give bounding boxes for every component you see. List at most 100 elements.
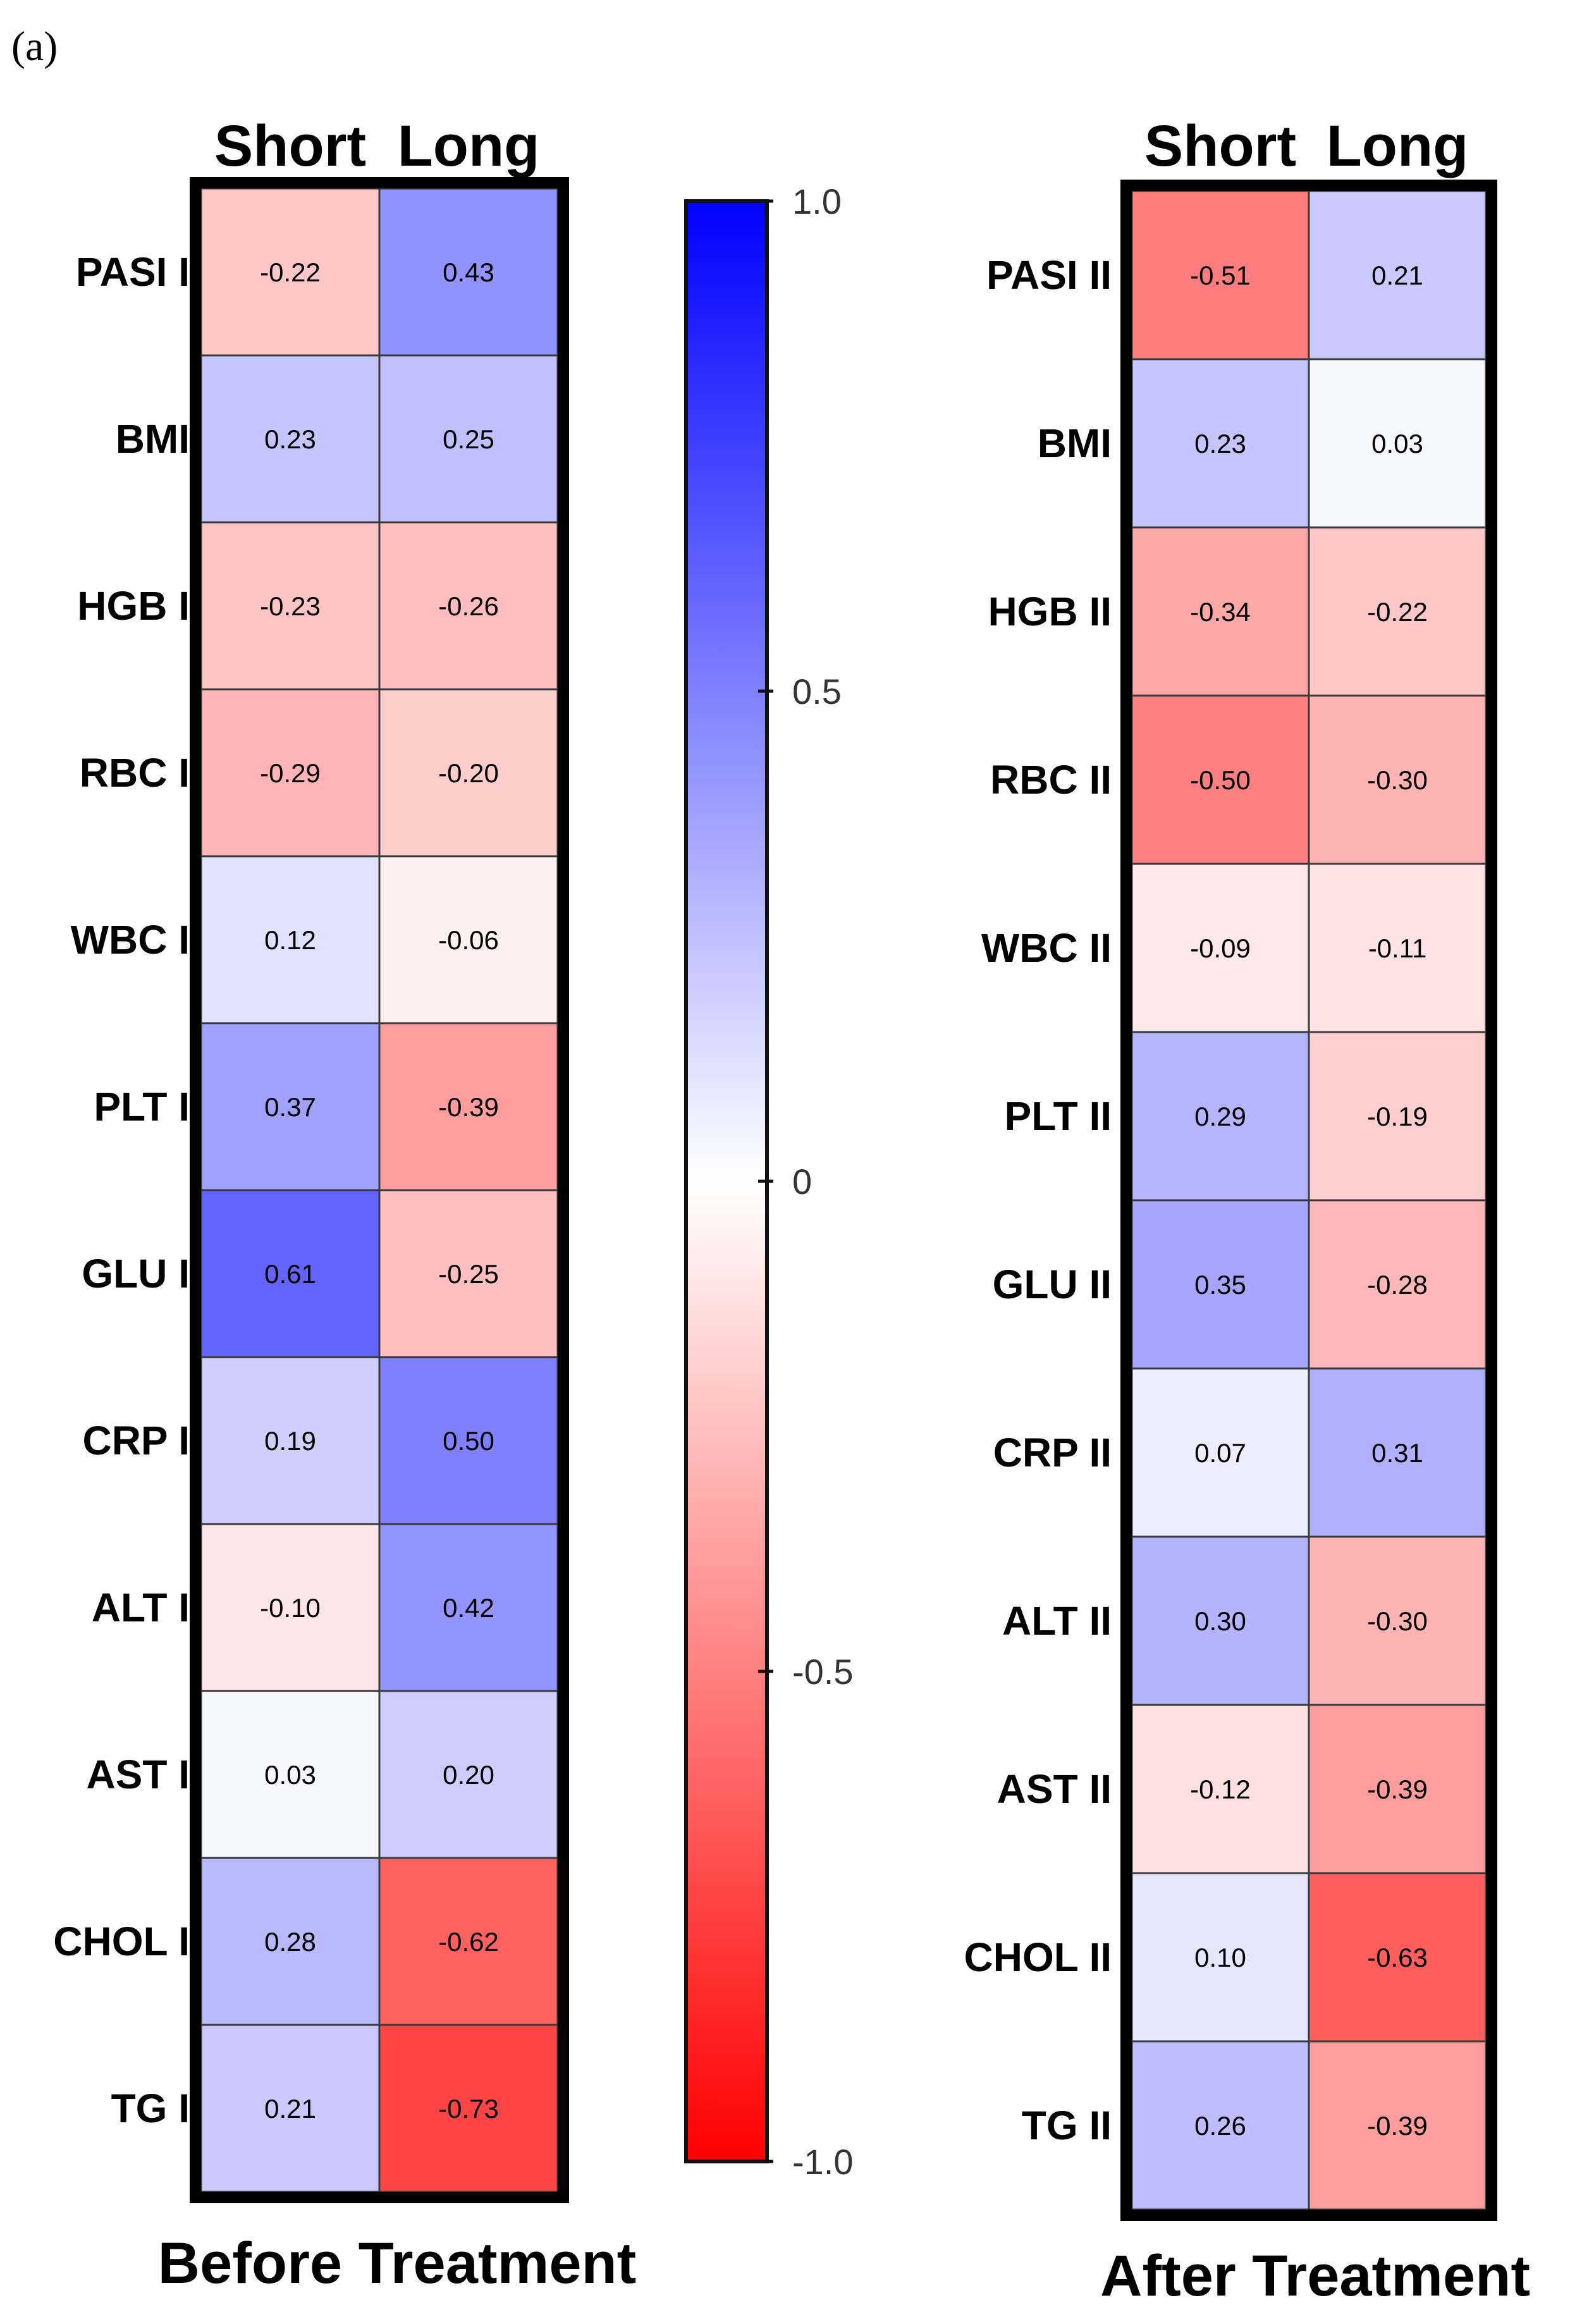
cell-value-label: -0.10 [260, 1593, 321, 1623]
cell-value-label: 0.29 [1194, 1102, 1246, 1131]
cell-value-label: 0.26 [1194, 2111, 1246, 2141]
heatmap-cell [1308, 526, 1487, 697]
heatmap-cell [378, 1523, 559, 1692]
heatmap-cell [1308, 694, 1487, 865]
cell-value-label: 0.03 [1371, 429, 1423, 458]
cell-value-label: 0.43 [443, 257, 494, 287]
heatmap-cell [1131, 2040, 1310, 2211]
row-label: WBC II [981, 925, 1112, 971]
heatmap-cell [200, 1356, 381, 1525]
colorbar-gradient [684, 199, 769, 2163]
cell-value-label: 0.03 [264, 1760, 316, 1790]
cell-value-label: -0.62 [438, 1927, 499, 1957]
row-label: TG II [1022, 2103, 1112, 2148]
heatmap-cell [378, 354, 559, 524]
cell-value-label: 0.61 [264, 1259, 316, 1289]
heatmap-cell [378, 1356, 559, 1525]
heatmap-cell [200, 1690, 381, 1859]
cell-value-label: 0.30 [1194, 1606, 1246, 1636]
cell-value-label: 0.10 [1194, 1943, 1246, 1972]
heatmap-cell [1308, 1704, 1487, 1874]
cell-value-label: 0.07 [1194, 1438, 1246, 1468]
heatmap-cell [200, 2024, 381, 2193]
cell-value-label: 0.23 [1194, 429, 1246, 458]
cell-value-label: 0.42 [443, 1593, 494, 1623]
cell-value-label: 0.25 [443, 424, 494, 454]
cell-value-label: -0.39 [1367, 2111, 1428, 2141]
row-label: CRP I [82, 1418, 190, 1463]
row-label: WBC I [71, 917, 190, 962]
heatmap-cell [1131, 1199, 1310, 1370]
heatmap-title-after: After Treatment [1100, 2244, 1530, 2308]
heatmap-cell [378, 187, 559, 357]
heatmap-after-treatment: Short Long -0.51 0.21 PASI II 0.23 0.03 BMI -0.3… [964, 114, 1530, 2308]
heatmap-cell [200, 354, 381, 524]
cell-value-label: -0.30 [1367, 1606, 1428, 1636]
heatmap-title-before: Before Treatment [158, 2231, 637, 2296]
row-label: HGB II [988, 589, 1112, 634]
cell-value-label: 0.28 [264, 1927, 316, 1957]
heatmap-cell [378, 1189, 559, 1358]
heatmap-cell [1131, 526, 1310, 697]
heatmap-cell [1308, 863, 1487, 1033]
heatmap-cell [1308, 1367, 1487, 1538]
cell-value-label: -0.29 [260, 758, 321, 788]
row-label: ALT II [1002, 1598, 1112, 1644]
cell-value-label: 0.21 [264, 2094, 316, 2124]
heatmap-frame [190, 177, 569, 2203]
cell-value-label: -0.22 [1367, 597, 1428, 627]
heatmap-cell [1131, 190, 1310, 360]
cell-value-label: -0.19 [1367, 1102, 1428, 1131]
heatmap-cell [200, 1189, 381, 1358]
colorbar-ticks: 1.0 0.5 0 -0.5 -1.0 [758, 181, 854, 2182]
cell-value-label: 0.12 [264, 925, 316, 955]
cell-value-label: -0.12 [1190, 1774, 1251, 1804]
cell-value-label: -0.51 [1190, 261, 1251, 290]
colorbar-tick-label: -0.5 [792, 1652, 854, 1692]
heatmap-cell [1131, 1704, 1310, 1874]
cell-value-label: -0.34 [1190, 597, 1251, 627]
row-label: CRP II [993, 1430, 1112, 1475]
cell-value-label: -0.11 [1368, 933, 1427, 963]
cell-value-label: -0.63 [1367, 1943, 1428, 1972]
heatmap-cell [200, 521, 381, 691]
row-label: PASI II [986, 252, 1112, 298]
row-label: PLT I [94, 1084, 190, 1129]
colorbar-tick-label: -1.0 [792, 2142, 854, 2182]
row-label: BMI [1038, 421, 1112, 466]
colorbar-tick-label: 1.0 [792, 181, 842, 221]
cell-value-label: 0.37 [264, 1092, 316, 1122]
heatmap-frame [1120, 180, 1497, 2221]
cell-value-label: -0.09 [1190, 933, 1251, 963]
heatmap-before-treatment: Short Long -0.22 0.43 PASI I 0.23 0.25 BMI -0.23… [53, 114, 636, 2296]
cell-value-label: 0.31 [1371, 1438, 1423, 1468]
cell-value-label: -0.39 [1367, 1774, 1428, 1804]
cell-value-label: -0.50 [1190, 765, 1251, 795]
row-label: RBC II [990, 757, 1112, 802]
cell-value-label: -0.20 [438, 758, 499, 788]
row-label: GLU I [82, 1251, 190, 1296]
row-label: AST I [86, 1752, 190, 1797]
cell-value-label: 0.23 [264, 424, 316, 454]
row-label: ALT I [92, 1585, 190, 1630]
colorbar-tick-label: 0 [792, 1162, 812, 1202]
cell-value-label: -0.30 [1367, 765, 1428, 795]
row-label: TG I [111, 2086, 190, 2131]
cell-value-label: -0.28 [1367, 1270, 1428, 1300]
cell-value-label: -0.22 [260, 257, 321, 287]
heatmap-cell [378, 855, 559, 1024]
panel-label: (a) [11, 23, 58, 70]
column-header-short: Short [214, 114, 366, 178]
heatmap-cell [200, 1523, 381, 1692]
heatmap-cell [1131, 1031, 1310, 1202]
cell-value-label: 0.20 [443, 1760, 494, 1790]
heatmap-cell [378, 1022, 559, 1191]
column-header-long: Long [1327, 114, 1469, 178]
heatmap-cell [378, 1857, 559, 2026]
heatmap-cell [378, 1690, 559, 1859]
cell-value-label: -0.23 [260, 591, 321, 621]
heatmap-cell [1308, 190, 1487, 360]
cell-value-label: -0.73 [438, 2094, 499, 2124]
heatmap-cell [1131, 1872, 1310, 2043]
